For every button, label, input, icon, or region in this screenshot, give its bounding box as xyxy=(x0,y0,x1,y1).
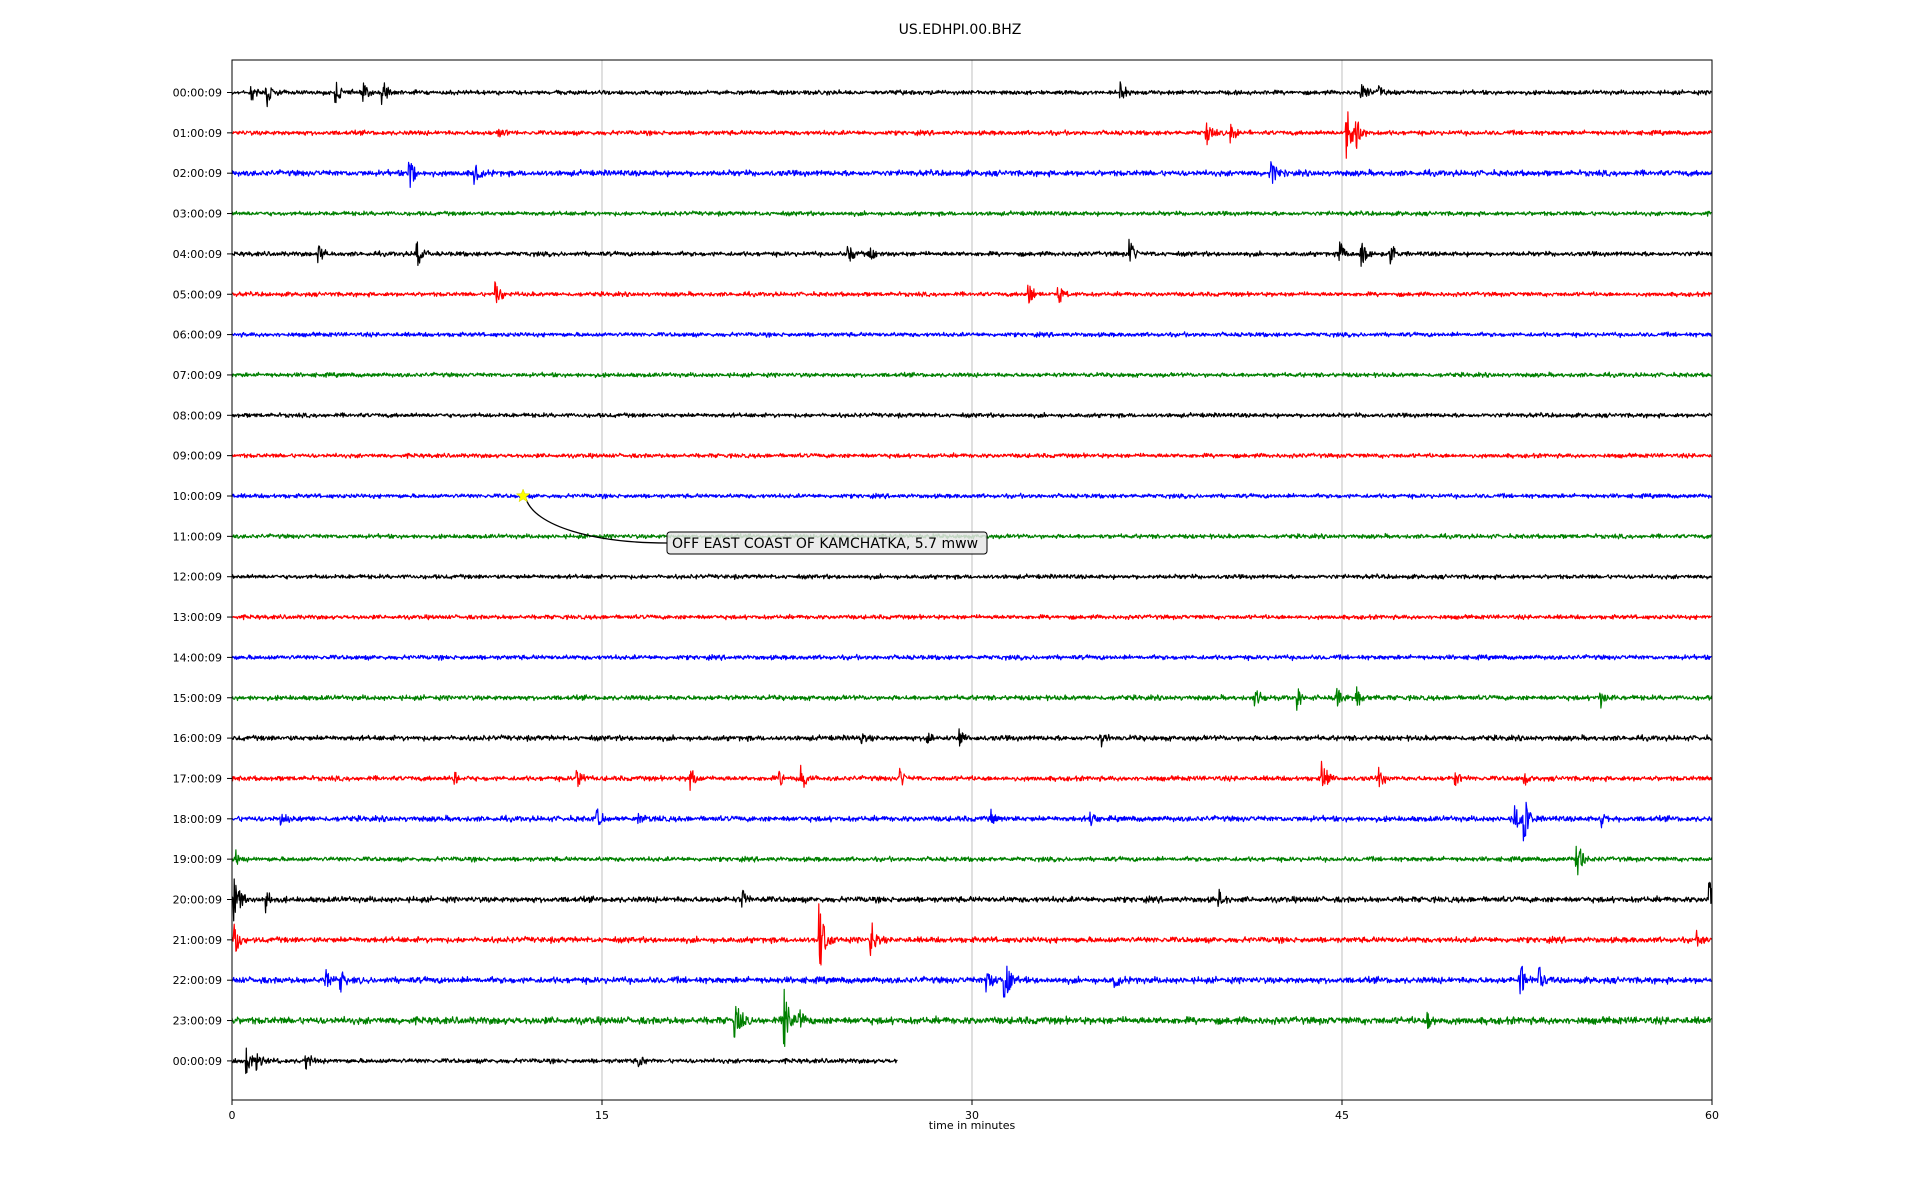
seismic-trace xyxy=(231,161,1713,188)
row-time-label: 01:00:09 xyxy=(173,127,222,140)
seismic-trace xyxy=(231,210,1712,217)
row-time-label: 23:00:09 xyxy=(173,1015,222,1028)
seismic-trace xyxy=(232,613,1712,621)
row-time-label: 00:00:09 xyxy=(173,1055,222,1068)
row-time-label: 09:00:09 xyxy=(173,450,222,463)
x-tick-label: 15 xyxy=(595,1109,609,1122)
row-time-label: 19:00:09 xyxy=(173,853,222,866)
row-time-label: 18:00:09 xyxy=(173,813,222,826)
row-time-label: 20:00:09 xyxy=(173,894,222,907)
seismic-trace xyxy=(231,653,1712,662)
seismic-trace xyxy=(231,686,1713,711)
x-tick-label: 45 xyxy=(1335,1109,1349,1122)
row-time-label: 00:00:09 xyxy=(173,87,222,100)
seismic-trace xyxy=(231,1047,898,1075)
row-time-label: 02:00:09 xyxy=(173,167,222,180)
row-time-label: 11:00:09 xyxy=(173,530,222,543)
seismic-trace xyxy=(231,760,1713,791)
seismic-trace xyxy=(231,238,1713,267)
event-star-marker xyxy=(515,488,531,503)
seismic-trace xyxy=(231,331,1713,339)
seismic-trace xyxy=(231,492,1713,500)
seismic-trace xyxy=(231,411,1713,419)
seismic-trace xyxy=(231,988,1712,1047)
row-time-label: 04:00:09 xyxy=(173,248,222,261)
x-axis-label: time in minutes xyxy=(929,1119,1016,1132)
seismic-trace xyxy=(231,452,1712,459)
seismic-trace xyxy=(231,845,1713,876)
seismic-trace xyxy=(231,371,1712,379)
annotation-box xyxy=(666,531,988,555)
vertical-gridlines xyxy=(601,60,1343,1100)
row-time-label: 08:00:09 xyxy=(173,409,222,422)
chart-title: US.EDHPI.00.BHZ xyxy=(899,22,1022,38)
row-time-label: 06:00:09 xyxy=(173,329,222,342)
row-time-label: 12:00:09 xyxy=(173,571,222,584)
row-time-label: 05:00:09 xyxy=(173,288,222,301)
x-tick-label: 0 xyxy=(229,1109,236,1122)
annotation-connector xyxy=(525,498,668,544)
row-time-label: 21:00:09 xyxy=(173,934,222,947)
row-time-label: 16:00:09 xyxy=(173,732,222,745)
seismic-trace xyxy=(231,801,1713,842)
seismic-trace xyxy=(231,573,1713,581)
x-axis-ticks: 0 15 30 45 60 xyxy=(229,1100,1719,1122)
seismic-trace xyxy=(231,281,1713,304)
row-time-labels: 00:00:09 01:00:09 02:00:09 03:00:09 04:00:09… xyxy=(173,87,232,1068)
row-time-label: 13:00:09 xyxy=(173,611,222,624)
x-tick-label: 60 xyxy=(1705,1109,1719,1122)
x-tick-label: 30 xyxy=(965,1109,979,1122)
row-time-label: 15:00:09 xyxy=(173,692,222,705)
event-annotation: OFF EAST COAST OF KAMCHATKA, 5.7 mww xyxy=(515,488,988,555)
seismic-trace xyxy=(231,728,1713,748)
row-time-label: 03:00:09 xyxy=(173,208,222,221)
row-time-label: 10:00:09 xyxy=(173,490,222,503)
seismic-trace xyxy=(231,81,1712,108)
row-time-label: 14:00:09 xyxy=(173,651,222,664)
seismic-trace xyxy=(231,111,1712,159)
seismic-trace xyxy=(231,903,1713,966)
row-time-label: 17:00:09 xyxy=(173,772,222,785)
annotation-text: OFF EAST COAST OF KAMCHATKA, 5.7 mww xyxy=(672,536,978,552)
plot-frame xyxy=(231,59,1713,1101)
row-time-label: 07:00:09 xyxy=(173,369,222,382)
seismic-trace xyxy=(231,965,1712,998)
row-time-label: 22:00:09 xyxy=(173,974,222,987)
seismic-trace xyxy=(231,878,1713,922)
